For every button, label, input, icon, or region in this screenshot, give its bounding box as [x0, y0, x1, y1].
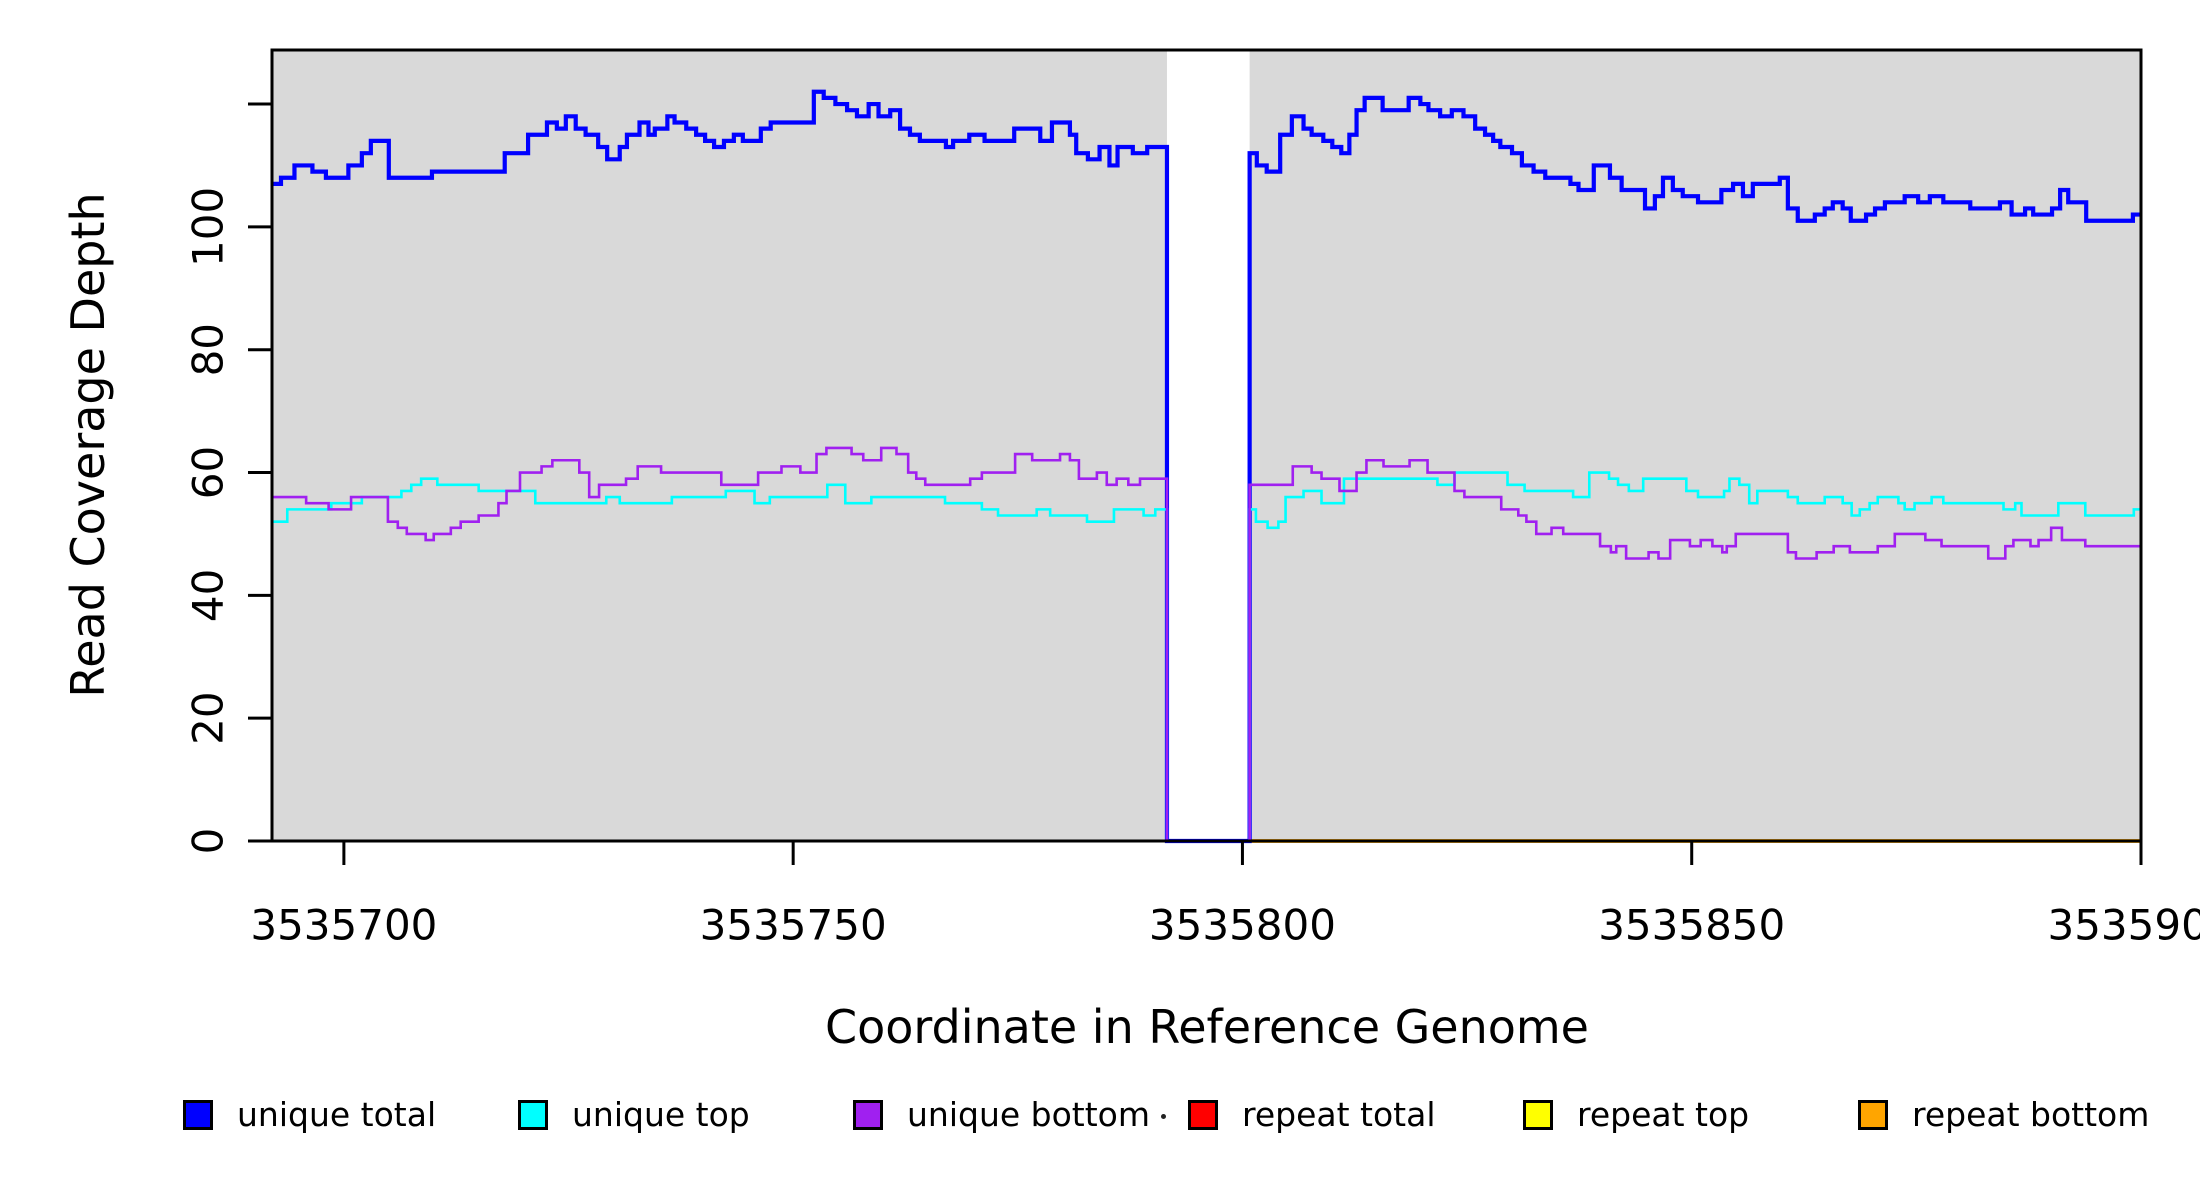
series-unique-top [272, 471, 2141, 843]
y-tick-label: 20 [184, 691, 233, 744]
y-tick-label: 80 [184, 323, 233, 376]
stray-dot [1161, 1114, 1166, 1119]
series-unique-total [272, 89, 2141, 844]
plot-box [270, 48, 2143, 843]
y-tick-label: 100 [184, 187, 233, 267]
repeat-gap-band [1166, 50, 1250, 841]
y-tick-label: 60 [184, 446, 233, 499]
x-tick-label: 3535750 [700, 901, 887, 950]
y-axis-title: Read Coverage Depth [61, 192, 115, 698]
y-tick-label: 40 [184, 569, 233, 622]
x-tick-label: 3535850 [1598, 901, 1785, 950]
x-axis-title: Coordinate in Reference Genome [825, 1000, 1589, 1054]
x-tick-label: 3535700 [250, 901, 437, 950]
y-tick-label: 0 [184, 828, 233, 855]
x-tick-label: 3535800 [1149, 901, 1336, 950]
